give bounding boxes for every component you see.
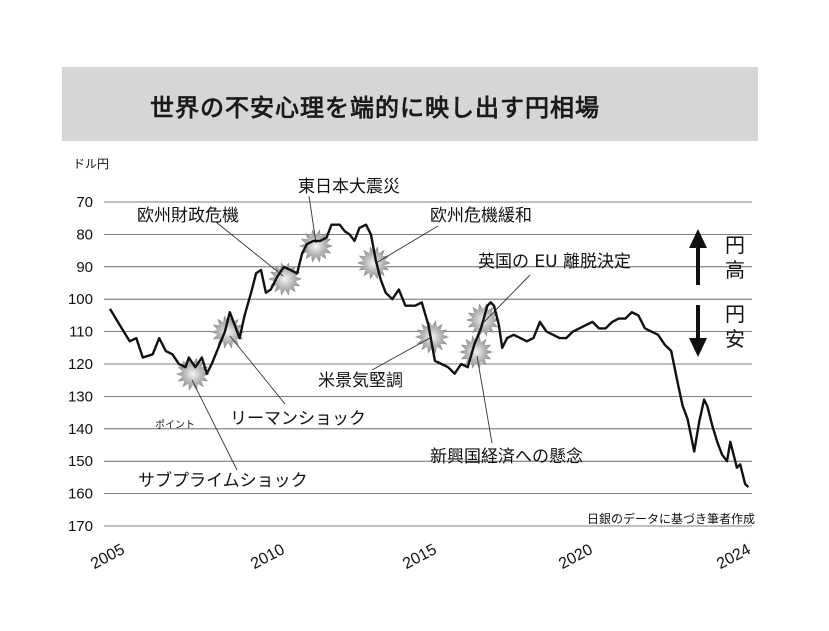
burst-emerging-icon [459, 335, 493, 369]
burst-euro-easing-icon [357, 246, 391, 280]
leader-brexit [483, 274, 531, 323]
y-tick-120: 120 [68, 356, 93, 373]
annotation-euro-crisis: 欧州財政危機 [137, 206, 239, 226]
annotation-euro-easing: 欧州危機緩和 [430, 206, 532, 226]
yen-strong-char-1: 円 [725, 233, 745, 257]
y-tick-100: 100 [68, 291, 93, 308]
leader-euro-easing [375, 225, 439, 264]
annotation-subprime: サブプライムショック [138, 470, 308, 491]
title-bar [62, 67, 758, 141]
burst-lehman-icon [211, 315, 245, 349]
leader-subprime [191, 379, 238, 471]
y-tick-170: 170 [68, 518, 93, 535]
source-note: 日銀のデータに基づき筆者作成 [587, 511, 755, 526]
x-axis-ticks: 2005 2010 2015 2020 2024 [88, 541, 753, 573]
annotation-earthquake: 東日本大震災 [298, 177, 400, 197]
yen-strong-char-2: 高 [725, 258, 745, 282]
y-tick-90: 90 [76, 259, 93, 276]
y-tick-80: 80 [76, 226, 93, 243]
leader-emerging [476, 355, 493, 444]
annotation-us-economy: 米景気堅調 [318, 371, 403, 391]
burst-us-economy-icon [415, 320, 449, 354]
annotation-point: ポイント [155, 419, 195, 431]
x-tick-2024: 2024 [714, 541, 753, 573]
x-tick-2005: 2005 [88, 541, 127, 573]
series-line-usdjpy [108, 223, 750, 488]
yen-weak-char-1: 円 [725, 302, 745, 326]
annotation-leaders [191, 195, 531, 471]
yen-weak-indicator [689, 305, 707, 357]
leader-us-economy [371, 337, 431, 371]
leader-earthquake [308, 195, 317, 244]
y-axis-ticks: 70 80 90 100 110 120 130 140 150 160 170 [68, 194, 93, 535]
annotation-lehman: リーマンショック [230, 409, 366, 429]
y-tick-160: 160 [68, 486, 93, 503]
event-markers [176, 229, 500, 391]
annotation-emerging: 新興国経済への懸念 [430, 446, 583, 467]
y-tick-70: 70 [76, 194, 93, 211]
yen-weak-char-2: 安 [725, 327, 745, 351]
annotation-brexit: 英国の EU 離脱決定 [478, 252, 631, 272]
y-tick-110: 110 [69, 324, 93, 341]
x-tick-2015: 2015 [400, 541, 439, 573]
chart-title: 世界の不安心理を端的に映し出す円相場 [150, 94, 600, 122]
x-tick-2010: 2010 [248, 541, 287, 573]
y-tick-150: 150 [68, 453, 93, 470]
leader-lehman [229, 335, 286, 405]
leader-euro-crisis [215, 221, 284, 277]
y-axis-label: ドル円 [73, 157, 109, 171]
y-tick-130: 130 [68, 388, 93, 405]
y-tick-140: 140 [68, 421, 93, 438]
yen-strong-indicator [689, 229, 707, 285]
x-tick-2020: 2020 [556, 541, 595, 573]
